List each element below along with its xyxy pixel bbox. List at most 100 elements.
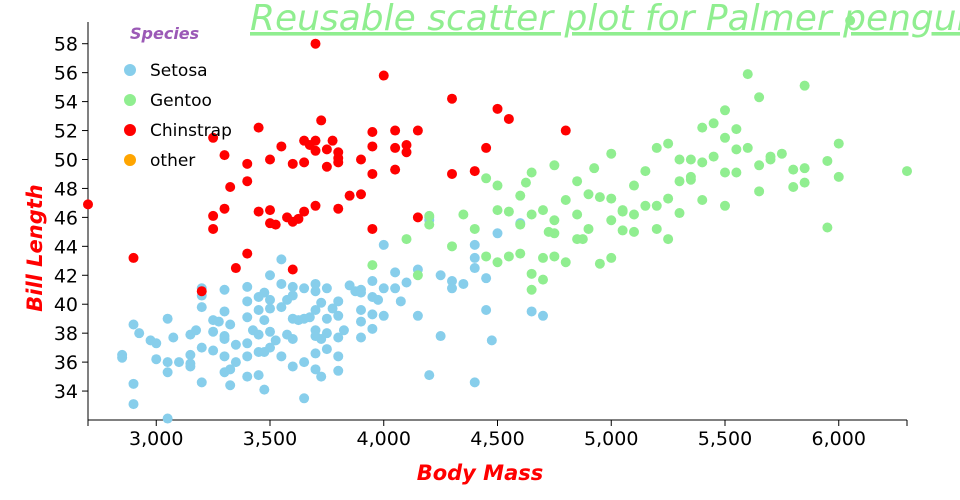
- point-chinstrap: [219, 203, 230, 214]
- point-setosa: [333, 332, 344, 343]
- point-chinstrap: [344, 190, 355, 201]
- point-setosa: [435, 270, 446, 281]
- point-setosa: [299, 357, 310, 368]
- point-gentoo: [583, 189, 594, 200]
- point-chinstrap: [333, 157, 344, 168]
- point-chinstrap: [208, 132, 219, 143]
- point-gentoo: [674, 176, 685, 187]
- point-setosa: [299, 393, 310, 404]
- point-gentoo: [481, 173, 492, 184]
- point-setosa: [401, 277, 412, 288]
- point-setosa: [287, 333, 298, 344]
- point-chinstrap: [310, 200, 321, 211]
- point-setosa: [276, 351, 287, 362]
- point-setosa: [356, 316, 366, 327]
- point-gentoo: [560, 195, 571, 206]
- point-gentoo: [663, 138, 674, 149]
- y-tick-label: 52: [54, 121, 78, 143]
- point-setosa: [276, 302, 287, 313]
- point-chinstrap: [316, 115, 327, 126]
- point-setosa: [378, 283, 389, 294]
- point-setosa: [219, 351, 230, 362]
- legend-label-setosa: Setosa: [150, 61, 208, 81]
- point-chinstrap: [265, 205, 275, 216]
- point-chinstrap: [242, 176, 253, 187]
- point-chinstrap: [293, 213, 304, 224]
- point-gentoo: [367, 260, 378, 271]
- point-setosa: [242, 371, 253, 382]
- point-chinstrap: [196, 286, 207, 297]
- point-gentoo: [401, 234, 412, 245]
- point-gentoo: [663, 234, 674, 245]
- point-gentoo: [629, 226, 639, 237]
- point-gentoo: [560, 257, 571, 268]
- point-gentoo: [447, 241, 457, 252]
- point-setosa: [310, 286, 321, 297]
- point-setosa: [219, 284, 230, 295]
- point-setosa: [481, 305, 492, 316]
- axes: 3,000 3,500 4,000 4,500 5,000 5,500 6,000 34 36…: [54, 22, 908, 450]
- point-setosa: [310, 305, 321, 316]
- x-tick-label: 3,000: [129, 428, 183, 450]
- point-gentoo: [515, 219, 526, 230]
- point-chinstrap: [401, 147, 412, 158]
- point-setosa: [287, 281, 298, 292]
- point-gentoo: [651, 200, 662, 211]
- point-gentoo: [492, 180, 503, 191]
- x-tick-label: 5,500: [698, 428, 752, 450]
- point-setosa: [333, 351, 344, 362]
- point-setosa: [219, 306, 230, 317]
- point-gentoo: [503, 251, 514, 262]
- point-gentoo: [538, 274, 548, 285]
- point-gentoo: [799, 80, 810, 91]
- point-gentoo: [515, 190, 526, 201]
- point-chinstrap: [390, 164, 401, 175]
- point-gentoo: [731, 144, 742, 155]
- legend-swatch-chinstrap: [124, 124, 136, 136]
- x-tick-label: 4,500: [470, 428, 524, 450]
- point-setosa: [333, 310, 344, 321]
- point-setosa: [321, 283, 332, 294]
- point-chinstrap: [299, 157, 310, 168]
- point-gentoo: [458, 209, 469, 220]
- point-chinstrap: [401, 140, 412, 151]
- point-chinstrap: [412, 125, 423, 136]
- point-setosa: [270, 335, 281, 346]
- point-setosa: [395, 296, 406, 307]
- point-setosa: [378, 239, 389, 250]
- point-chinstrap: [270, 219, 281, 230]
- point-chinstrap: [356, 189, 366, 200]
- chart-title: Reusable scatter plot for Palmer penguin…: [250, 0, 960, 39]
- point-gentoo: [720, 200, 730, 211]
- point-setosa: [253, 370, 264, 381]
- point-gentoo: [606, 252, 617, 263]
- point-setosa: [162, 413, 173, 424]
- point-setosa: [253, 305, 264, 316]
- point-gentoo: [720, 132, 730, 143]
- point-setosa: [481, 273, 492, 284]
- point-gentoo: [685, 154, 696, 165]
- point-gentoo: [720, 105, 730, 116]
- point-setosa: [299, 283, 310, 294]
- point-gentoo: [412, 270, 423, 281]
- point-setosa: [378, 310, 389, 321]
- point-setosa: [265, 270, 275, 281]
- point-setosa: [412, 310, 423, 321]
- point-gentoo: [845, 15, 856, 26]
- point-gentoo: [754, 160, 765, 171]
- point-setosa: [310, 278, 321, 289]
- legend-entries: Setosa Gentoo Chinstrap other: [124, 61, 232, 171]
- point-setosa: [447, 276, 457, 287]
- point-setosa: [117, 352, 128, 363]
- point-setosa: [276, 278, 287, 289]
- point-gentoo: [617, 205, 628, 216]
- point-setosa: [447, 283, 457, 294]
- point-setosa: [333, 365, 344, 376]
- point-gentoo: [549, 228, 560, 239]
- point-gentoo: [640, 166, 651, 177]
- point-gentoo: [833, 171, 844, 182]
- point-setosa: [321, 344, 332, 355]
- point-setosa: [333, 296, 344, 307]
- point-gentoo: [520, 177, 531, 188]
- point-setosa: [265, 326, 275, 337]
